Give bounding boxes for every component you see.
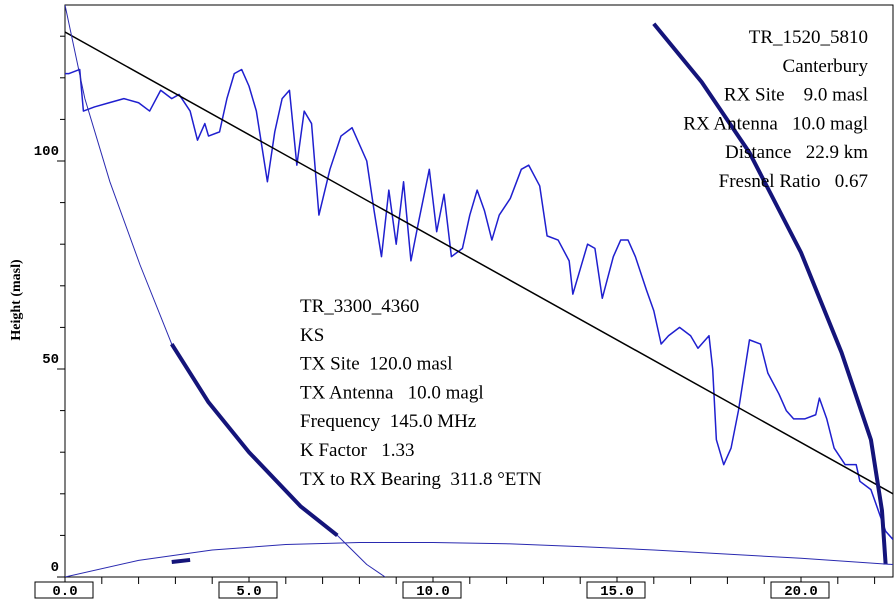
x-tick-box bbox=[402, 581, 462, 599]
annotation-line: RX Antenna 10.0 magl bbox=[683, 113, 868, 134]
x-tick-box bbox=[586, 581, 646, 599]
annotation-line: TX Antenna 10.0 magl bbox=[300, 382, 484, 403]
annotation-line: Canterbury bbox=[783, 56, 869, 77]
y-tick-label: 0 bbox=[51, 560, 59, 576]
series-line bbox=[65, 541, 893, 577]
annotation-line: K Factor 1.33 bbox=[300, 440, 415, 461]
annotation-line: RX Site 9.0 masl bbox=[724, 85, 868, 106]
y-tick-label: 100 bbox=[34, 144, 59, 160]
annotation-line: Frequency 145.0 MHz bbox=[300, 411, 476, 432]
x-tick-box bbox=[218, 581, 278, 599]
y-axis-label: Height (masl) bbox=[9, 259, 24, 341]
annotation-line: TR_1520_5810 bbox=[749, 27, 868, 48]
series-line bbox=[65, 31, 893, 495]
annotation-line: TX Site 120.0 masl bbox=[300, 354, 453, 375]
y-tick-label: 50 bbox=[42, 352, 59, 368]
plot-area bbox=[65, 5, 893, 577]
x-tick-box bbox=[34, 581, 94, 599]
series-line bbox=[652, 22, 888, 565]
x-tick-box bbox=[770, 581, 830, 599]
annotation-line: TX to RX Bearing 311.8 °ETN bbox=[300, 469, 542, 490]
x-tick-label: 0.0 bbox=[52, 584, 77, 600]
x-tick-label: 5.0 bbox=[236, 584, 261, 600]
series-line bbox=[65, 5, 386, 577]
annotation-line: KS bbox=[300, 325, 324, 346]
series-line bbox=[65, 68, 893, 541]
x-tick-label: 10.0 bbox=[416, 584, 450, 600]
annotation-line: TR_3300_4360 bbox=[300, 296, 419, 317]
annotation-line: Fresnel Ratio 0.67 bbox=[719, 171, 868, 192]
series-line bbox=[171, 557, 191, 565]
annotation-line: Distance 22.9 km bbox=[725, 142, 868, 163]
x-tick-label: 20.0 bbox=[784, 584, 818, 600]
x-tick-label: 15.0 bbox=[600, 584, 634, 600]
plot-frame bbox=[64, 4, 894, 578]
series-line bbox=[170, 342, 339, 537]
